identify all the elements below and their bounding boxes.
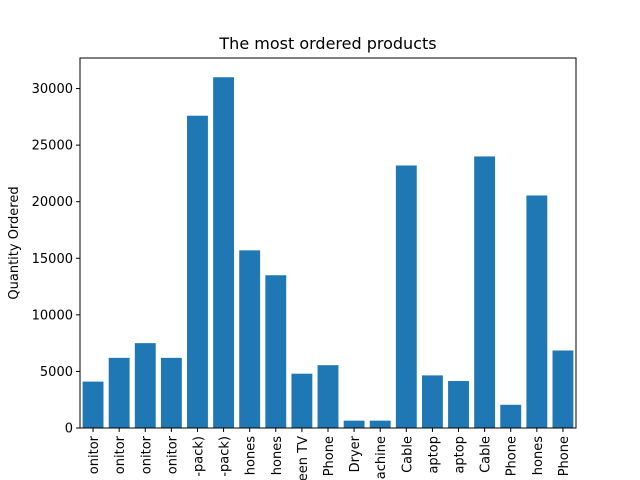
bar-18 — [552, 350, 574, 428]
x-tick-label-2: onitor — [139, 435, 154, 474]
x-axis: onitor onitor onitor onitor -pack) -pack) hone… — [87, 428, 572, 480]
bar-4 — [187, 115, 208, 429]
x-tick-label-14: aptop — [453, 436, 468, 474]
bar-7 — [265, 275, 287, 428]
x-tick-label-16: Phone — [505, 436, 520, 476]
plot-frame — [79, 57, 577, 429]
bar-17 — [526, 195, 548, 428]
bar-3 — [160, 357, 182, 428]
x-tick-label-12: Cable — [400, 436, 415, 473]
x-tick-label-10: Dryer — [348, 435, 363, 472]
y-tick-label-4: 20000 — [32, 195, 73, 210]
chart-title: The most ordered products — [218, 34, 436, 53]
y-tick-label-3: 15000 — [32, 252, 73, 267]
bar-1 — [108, 357, 130, 428]
bar-2 — [134, 343, 156, 428]
x-tick-label-5: -pack) — [218, 436, 233, 477]
bar-15 — [474, 156, 496, 428]
y-tick-label-1: 5000 — [40, 365, 73, 380]
bar-5 — [213, 77, 235, 429]
x-tick-label-0: onitor — [87, 435, 102, 474]
bars-group — [82, 77, 574, 429]
y-tick-label-2: 10000 — [32, 308, 73, 323]
x-tick-label-11: achine — [374, 436, 389, 479]
bar-10 — [343, 420, 365, 428]
x-tick-label-7: hones — [270, 436, 285, 475]
x-tick-label-9: Phone — [322, 436, 337, 476]
bar-12 — [395, 165, 417, 429]
x-tick-label-1: onitor — [113, 435, 128, 474]
bar-9 — [317, 365, 339, 428]
x-tick-label-4: -pack) — [191, 436, 206, 477]
y-tick-label-5: 25000 — [32, 139, 73, 154]
bar-13 — [421, 375, 443, 428]
y-tick-label-0: 0 — [65, 422, 73, 437]
x-tick-label-8: een TV — [296, 436, 311, 480]
bar-14 — [448, 381, 469, 428]
y-axis-label: Quantity Ordered — [7, 186, 22, 299]
x-tick-label-3: onitor — [165, 435, 180, 474]
bar-16 — [500, 404, 522, 428]
bar-6 — [239, 250, 261, 428]
x-tick-label-6: hones — [244, 436, 259, 475]
y-tick-label-6: 30000 — [32, 82, 73, 97]
x-tick-label-13: aptop — [426, 436, 441, 474]
y-axis: 0 5000 10000 15000 20000 25000 30000 — [32, 82, 80, 437]
x-tick-label-18: Phone — [557, 436, 572, 476]
x-tick-label-15: Cable — [479, 436, 494, 473]
bar-8 — [291, 373, 313, 428]
bar-0 — [82, 381, 104, 428]
x-tick-label-17: hones — [531, 436, 546, 475]
bar-11 — [369, 420, 391, 428]
